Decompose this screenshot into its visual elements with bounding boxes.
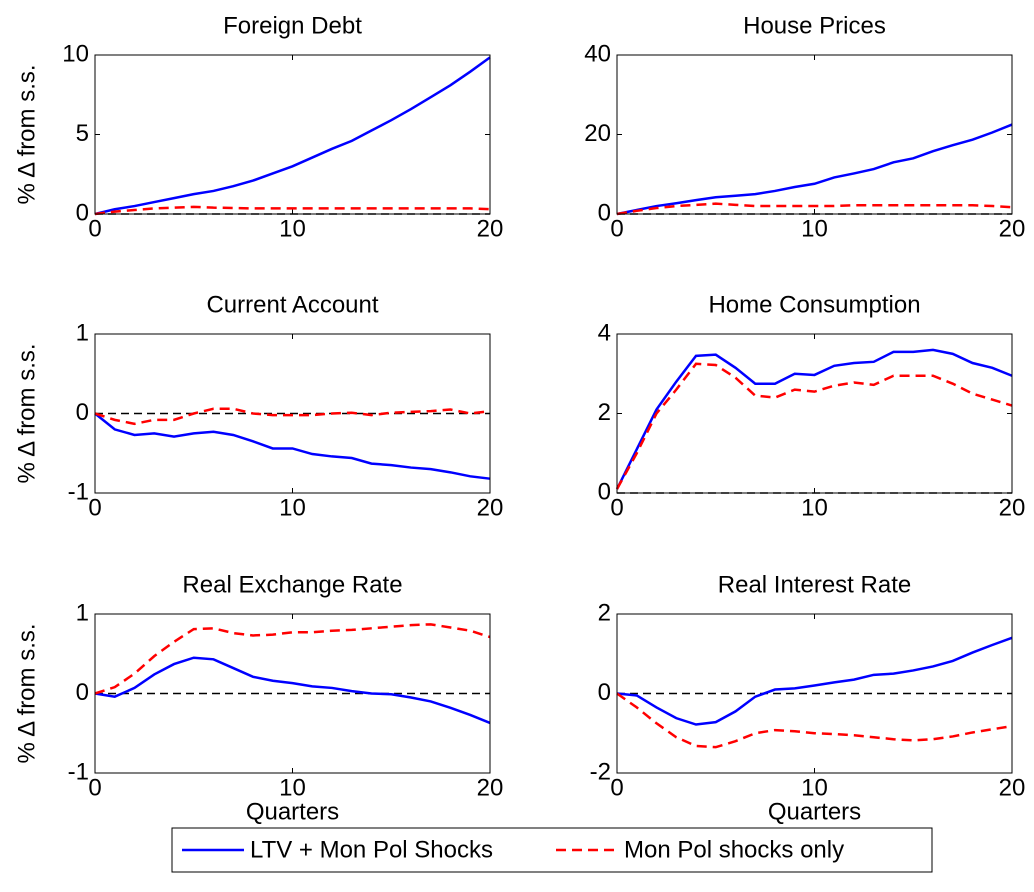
y-tick-label: -1	[68, 758, 89, 785]
y-tick-label: -2	[590, 758, 611, 785]
legend-box	[171, 827, 933, 873]
y-tick-label: 0	[598, 679, 611, 706]
subplot-title: House Prices	[743, 12, 886, 39]
series-line	[616, 692, 1013, 749]
y-axis-label: % Δ from s.s.	[13, 343, 40, 483]
x-tick-label: 10	[279, 494, 306, 521]
series-line	[94, 656, 491, 725]
series-line	[94, 205, 491, 216]
y-tick-label: 0	[76, 399, 89, 426]
x-tick-label: 10	[279, 215, 306, 242]
y-tick-label: 20	[584, 120, 611, 147]
series-line	[616, 636, 1013, 726]
y-tick-label: 0	[598, 478, 611, 505]
plot-area	[95, 55, 490, 214]
series-line	[94, 56, 491, 216]
plot-frame	[94, 333, 491, 494]
y-tick-label: 2	[598, 599, 611, 626]
x-tick-label: 20	[999, 215, 1026, 242]
x-tick-label: 0	[610, 494, 623, 521]
plot-frame	[94, 613, 491, 774]
x-tick-label: 20	[477, 215, 504, 242]
x-tick-label: 20	[999, 774, 1026, 801]
x-tick-label: 20	[477, 774, 504, 801]
x-tick-label: 0	[88, 494, 101, 521]
plot-area	[617, 55, 1012, 214]
x-tick-label: 0	[88, 215, 101, 242]
series-line	[616, 202, 1013, 216]
subplot-title: Real Interest Rate	[718, 571, 911, 598]
series-line	[94, 407, 491, 426]
x-tick-label: 10	[801, 215, 828, 242]
y-tick-label: 5	[76, 120, 89, 147]
series-line	[615, 348, 1013, 490]
x-tick-label: 0	[610, 774, 623, 801]
y-tick-label: 4	[598, 319, 611, 346]
subplot: Foreign Debt 0 5 10 0 10 20 % Δ from s.s.	[13, 12, 503, 242]
x-axis-label: Quarters	[246, 798, 339, 825]
y-tick-label: 0	[76, 679, 89, 706]
subplot-title: Real Exchange Rate	[182, 571, 402, 598]
plot-frame	[616, 613, 1013, 774]
y-tick-label: 40	[584, 40, 611, 67]
subplot: House Prices 0 20 40 0 10 20	[584, 12, 1025, 242]
y-axis-label: % Δ from s.s.	[13, 64, 40, 204]
plot-frame	[94, 54, 491, 215]
subplot-title: Foreign Debt	[223, 12, 362, 39]
subplot-title: Home Consumption	[708, 291, 920, 318]
subplot-title: Current Account	[206, 291, 378, 318]
y-tick-label: 1	[76, 599, 89, 626]
y-axis-label: % Δ from s.s.	[13, 623, 40, 763]
x-tick-label: 10	[279, 774, 306, 801]
series-line	[615, 362, 1013, 490]
x-tick-label: 10	[801, 774, 828, 801]
x-axis-label: Quarters	[768, 798, 861, 825]
x-tick-label: 0	[88, 774, 101, 801]
series-line	[616, 123, 1013, 216]
y-tick-label: 10	[62, 40, 89, 67]
legend: LTV + Mon Pol Shocks Mon Pol shocks only	[171, 827, 933, 873]
legend-label: Mon Pol shocks only	[624, 836, 844, 863]
legend-label: LTV + Mon Pol Shocks	[250, 836, 493, 863]
plot-frame	[616, 54, 1013, 215]
y-tick-label: 2	[598, 399, 611, 426]
y-tick-label: 0	[76, 199, 89, 226]
subplot: Home Consumption 0 2 4 0 10 20	[598, 291, 1026, 521]
y-tick-label: -1	[68, 478, 89, 505]
x-tick-label: 0	[610, 215, 623, 242]
x-tick-label: 20	[477, 494, 504, 521]
plot-frame	[616, 333, 1013, 494]
plot-area	[617, 334, 1012, 493]
y-tick-label: 1	[76, 319, 89, 346]
x-tick-label: 10	[801, 494, 828, 521]
series-line	[94, 412, 491, 480]
x-tick-label: 20	[999, 494, 1026, 521]
y-tick-label: 0	[598, 199, 611, 226]
